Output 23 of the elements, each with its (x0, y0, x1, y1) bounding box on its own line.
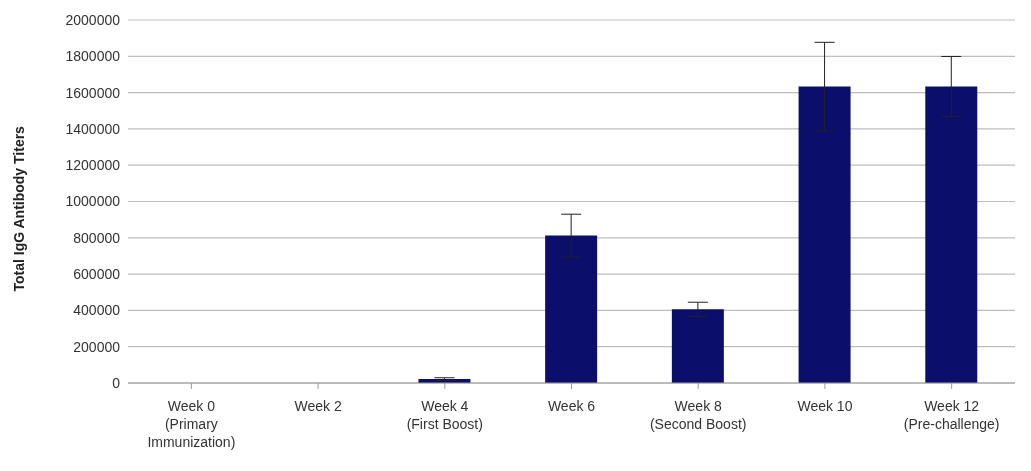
y-tick-label: 2000000 (65, 11, 121, 28)
x-tick-label: Week 0 (Primary Immunization) (147, 398, 236, 451)
x-tick-label: Week 4 (First Boost) (406, 398, 483, 433)
x-tick-label: Week 12 (Pre-challenge) (903, 398, 1000, 433)
y-tick-label: 200000 (73, 338, 121, 355)
bar (671, 309, 724, 383)
bar (925, 86, 978, 383)
y-tick-label: 0 (112, 374, 121, 391)
y-tick-label: 400000 (73, 302, 121, 319)
y-tick-label: 600000 (73, 266, 121, 283)
x-tick-label: Week 8 (Second Boost) (649, 398, 747, 433)
y-tick-label: 1000000 (65, 193, 121, 210)
y-axis-title: Total IgG Antibody Titers (10, 125, 27, 292)
y-tick-label: 800000 (73, 229, 121, 246)
x-tick-label: Week 6 (547, 398, 596, 414)
y-tick-label: 1200000 (65, 157, 121, 174)
x-tick-label: Week 2 (294, 398, 342, 414)
x-tick-label: Week 10 (797, 398, 853, 414)
y-tick-label: 1400000 (65, 120, 121, 137)
y-tick-label: 1800000 (65, 48, 121, 65)
bar (798, 86, 851, 383)
y-tick-label: 1600000 (65, 84, 121, 101)
bar (545, 235, 598, 383)
